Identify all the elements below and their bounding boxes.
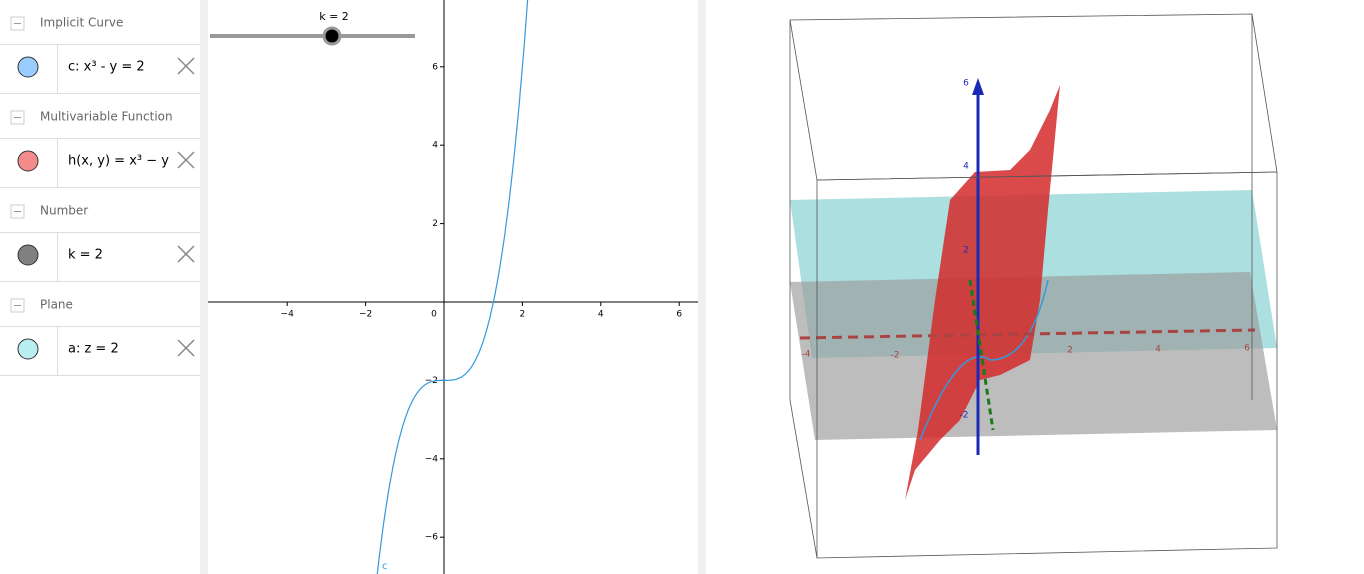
algebra-item[interactable]: c: x³ - y = 2 bbox=[68, 60, 145, 75]
x-axis-3d bbox=[799, 328, 1256, 340]
graphics-view: k = 2 −4 −2 0 2 4 6 6 4 2 −2 −4 −6 c bbox=[208, 0, 698, 574]
delete-button[interactable] bbox=[177, 151, 195, 169]
delete-button[interactable] bbox=[177, 339, 195, 357]
z-axis-label: -2 bbox=[960, 411, 969, 421]
x-axis-label: 6 bbox=[1244, 344, 1250, 354]
divider bbox=[200, 0, 208, 574]
visibility-toggle[interactable] bbox=[17, 56, 39, 78]
z-arrow bbox=[972, 78, 984, 95]
z-axis-label: 6 bbox=[963, 79, 969, 89]
divider bbox=[698, 0, 706, 574]
algebra-item[interactable]: h(x, y) = x³ − y bbox=[68, 154, 169, 169]
y-tick-label: −2 bbox=[425, 376, 438, 386]
z-axis-label: 2 bbox=[963, 246, 969, 256]
algebra-item[interactable]: a: z = 2 bbox=[68, 342, 119, 357]
y-tick-label: 2 bbox=[432, 219, 438, 229]
surface-h[interactable] bbox=[905, 85, 1060, 500]
curve-label: c bbox=[382, 561, 388, 572]
x-axis-label: 2 bbox=[1067, 346, 1073, 356]
y-tick-label: −6 bbox=[425, 533, 439, 543]
visibility-toggle[interactable] bbox=[17, 338, 39, 360]
x-tick-label: −2 bbox=[359, 310, 372, 320]
x-tick-label: 2 bbox=[520, 310, 526, 320]
x-axis-label: -4 bbox=[802, 350, 811, 360]
algebra-item[interactable]: k = 2 bbox=[68, 248, 103, 263]
y-axis-3d bbox=[968, 279, 995, 431]
group-title: Number bbox=[40, 204, 88, 218]
delete-button[interactable] bbox=[177, 57, 195, 75]
slider-label: k = 2 bbox=[319, 10, 349, 23]
x-axis-label: -2 bbox=[891, 351, 900, 361]
delete-button[interactable] bbox=[177, 245, 195, 263]
visibility-toggle[interactable] bbox=[17, 150, 39, 172]
slider-knob[interactable] bbox=[322, 26, 342, 46]
group-title: Plane bbox=[40, 298, 73, 312]
x-tick-label: 6 bbox=[676, 310, 682, 320]
curve-c[interactable] bbox=[375, 0, 530, 574]
x-tick-label: −4 bbox=[281, 310, 295, 320]
z-axis-label: 4 bbox=[963, 162, 969, 172]
y-tick-label: 6 bbox=[432, 62, 438, 72]
graphics-3d-view: 6 4 2 -2 -4 -2 2 4 6 bbox=[789, 13, 1278, 559]
y-tick-label: −4 bbox=[425, 454, 439, 464]
x-tick-label: 4 bbox=[598, 310, 604, 320]
bounding-box bbox=[789, 13, 1278, 559]
curve-3d[interactable] bbox=[919, 279, 1049, 441]
group-title: Multivariable Function bbox=[40, 110, 173, 124]
y-tick-label: 4 bbox=[432, 141, 438, 151]
visibility-toggle[interactable] bbox=[17, 244, 39, 266]
xy-plane bbox=[790, 272, 1277, 440]
x-tick-label: 0 bbox=[431, 310, 437, 320]
group-title: Implicit Curve bbox=[40, 16, 123, 30]
x-axis-label: 4 bbox=[1155, 345, 1161, 355]
algebra-view: Implicit Curve c: x³ - y = 2 Multivariable… bbox=[0, 16, 200, 376]
